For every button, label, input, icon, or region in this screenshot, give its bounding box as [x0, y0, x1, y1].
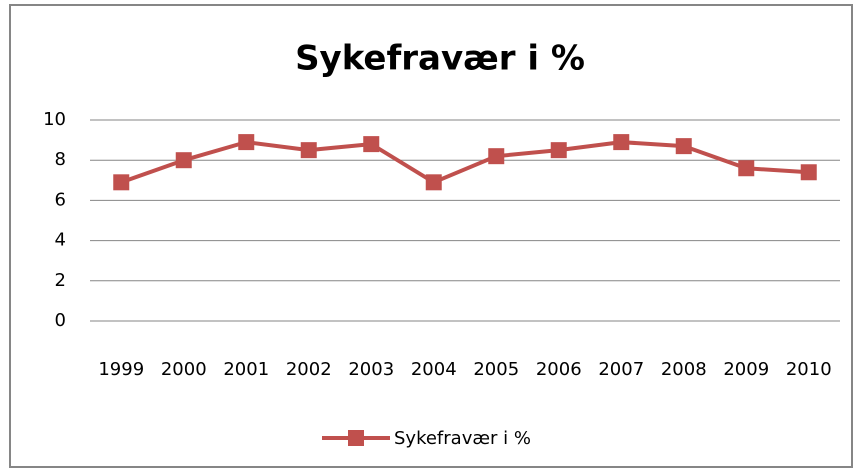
legend-label: Sykefravær i %: [394, 428, 531, 449]
marker: [175, 152, 192, 169]
x-tick-label: 2010: [786, 359, 832, 380]
x-tick-label: 1999: [98, 359, 144, 380]
marker: [675, 138, 692, 155]
marker: [113, 174, 130, 191]
legend-marker: [348, 430, 364, 446]
x-tick-label: 2005: [473, 359, 519, 380]
marker: [363, 136, 380, 153]
marker: [738, 160, 755, 177]
y-tick-label: 2: [55, 270, 66, 291]
y-tick-label: 6: [55, 189, 66, 210]
marker: [238, 134, 255, 151]
x-tick-label: 2009: [723, 359, 769, 380]
series-line: [120, 140, 809, 185]
x-tick-label: 2003: [348, 359, 394, 380]
y-tick-label: 4: [55, 230, 66, 251]
marker: [425, 174, 442, 191]
marker: [800, 164, 817, 181]
x-tick-label: 2006: [536, 359, 582, 380]
y-tick-label: 0: [55, 310, 66, 331]
x-tick-label: 2001: [223, 359, 269, 380]
x-tick-label: 2007: [598, 359, 644, 380]
marker: [300, 142, 317, 159]
x-tick-label: 2000: [161, 359, 207, 380]
marker: [613, 134, 630, 151]
chart-title: Sykefravær i %: [295, 39, 585, 79]
y-tick-label: 10: [43, 109, 66, 130]
y-tick-label: 8: [55, 149, 66, 170]
marker: [488, 148, 505, 165]
marker: [550, 142, 567, 159]
chart-frame: [9, 4, 853, 468]
x-tick-label: 2002: [286, 359, 332, 380]
x-tick-label: 2008: [661, 359, 707, 380]
x-tick-label: 2004: [411, 359, 457, 380]
